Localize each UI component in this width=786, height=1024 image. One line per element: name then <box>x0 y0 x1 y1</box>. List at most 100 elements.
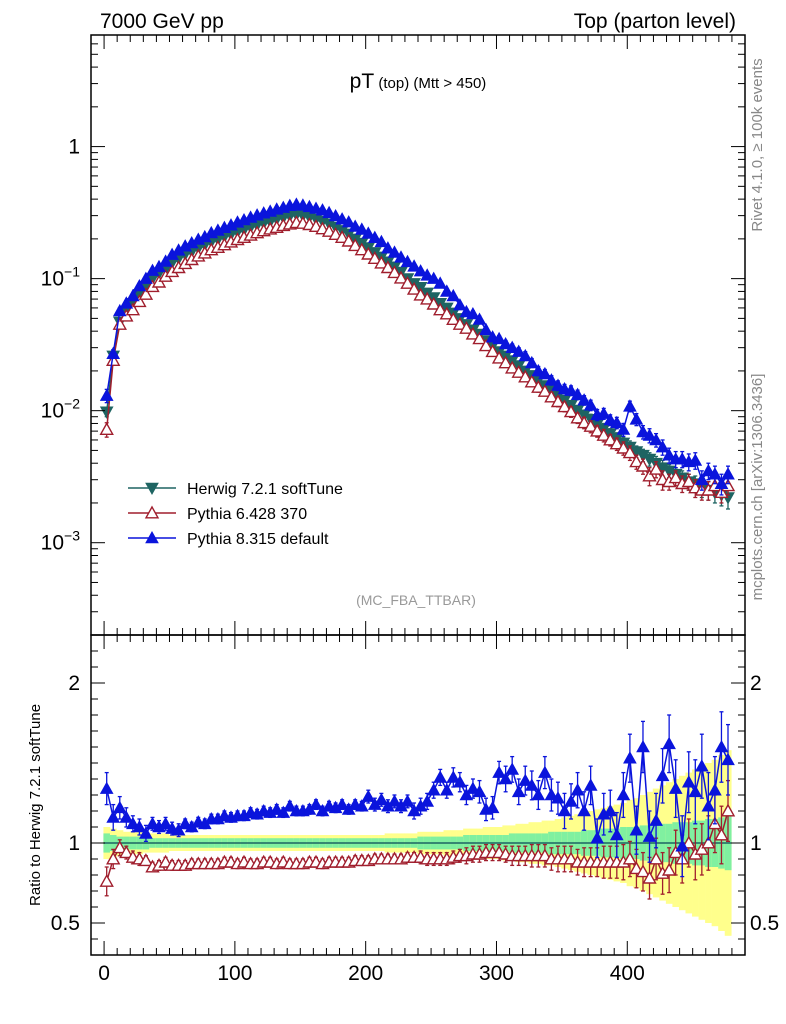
ratio-point <box>439 783 454 796</box>
ratio-point <box>112 840 127 854</box>
x-tick-label: 200 <box>348 962 383 985</box>
main-point <box>603 432 618 446</box>
main-point <box>335 212 349 225</box>
ratio-point <box>531 787 546 801</box>
main-point <box>367 251 382 264</box>
main-point <box>479 322 493 336</box>
ratio-point <box>662 736 676 750</box>
main-point <box>531 363 546 377</box>
ratio-point <box>276 805 291 818</box>
main-point <box>688 453 703 466</box>
ratio-point <box>590 831 605 844</box>
ratio-point <box>400 794 415 807</box>
ratio-point <box>701 799 716 812</box>
legend-marker <box>144 505 160 519</box>
main-point <box>106 346 121 359</box>
ratio-point <box>661 862 677 876</box>
ratio-point <box>505 762 520 775</box>
main-point <box>498 336 513 350</box>
main-point <box>616 440 631 454</box>
main-point <box>106 353 121 366</box>
main-point <box>393 270 409 284</box>
main-point <box>544 389 559 403</box>
main-point <box>334 230 350 244</box>
legend-marker <box>145 530 159 544</box>
x-tick-label: 0 <box>98 962 110 985</box>
main-plot-title-sub: (top) (Mtt > 450) <box>374 75 486 92</box>
main-point <box>413 287 428 301</box>
ratio-point <box>433 770 448 783</box>
ratio-point <box>609 827 624 841</box>
ratio-point <box>655 768 670 782</box>
main-point <box>701 463 716 477</box>
ratio-point <box>426 783 441 796</box>
ratio-point <box>642 870 657 884</box>
main-point <box>570 387 585 400</box>
main-point <box>322 205 336 219</box>
main-point <box>426 271 441 284</box>
ratio-point <box>446 770 461 783</box>
ratio-point <box>649 813 663 826</box>
ratio-point <box>119 845 134 859</box>
main-point <box>531 379 546 393</box>
main-point <box>675 452 690 465</box>
main-point <box>420 291 435 305</box>
ratio-point <box>635 864 651 878</box>
ratio-point <box>498 771 513 785</box>
ratio-point <box>721 752 735 766</box>
main-point <box>139 271 153 284</box>
main-point <box>609 415 624 429</box>
main-point <box>400 254 415 268</box>
main-point <box>119 296 134 309</box>
ratio-point <box>145 816 160 830</box>
ratio-point <box>701 835 716 849</box>
legend: Herwig 7.2.1 softTune Pythia 6.428 370 Pyt… <box>128 481 343 548</box>
main-point <box>583 418 598 432</box>
main-point <box>446 288 461 302</box>
legend-entry-0: Herwig 7.2.1 softTune <box>128 481 343 498</box>
main-point <box>413 264 428 277</box>
header-right: Top (parton level) <box>574 10 736 33</box>
main-point <box>511 344 526 357</box>
main-point <box>112 303 127 317</box>
ratio-point <box>354 799 369 812</box>
ratio-point <box>453 775 467 788</box>
ratio-point <box>668 845 683 859</box>
main-point <box>721 467 735 480</box>
main-point <box>576 415 592 429</box>
main-point <box>635 458 651 472</box>
ratio-series-layer <box>99 711 736 900</box>
ratio-point <box>629 861 644 875</box>
main-point <box>708 467 722 480</box>
ratio-point <box>126 816 140 830</box>
main-point <box>636 424 650 438</box>
ratio-point <box>563 851 579 865</box>
ratio-point <box>564 794 578 807</box>
main-point <box>381 241 395 254</box>
ratio-point <box>99 781 114 794</box>
main-y-tick-label: 10−3 <box>41 528 81 555</box>
ratio-tick-labels: 0.5 0.5 1 1 2 2 0 100 200 300 400 <box>51 672 779 985</box>
main-point <box>649 432 663 446</box>
main-point <box>374 234 389 248</box>
ratio-y-tick-label-right: 2 <box>750 672 762 695</box>
ratio-point <box>139 826 153 839</box>
ratio-point <box>636 739 650 753</box>
main-point <box>99 388 114 401</box>
ratio-point <box>485 800 500 814</box>
main-point <box>472 312 487 325</box>
main-point <box>126 288 140 302</box>
ratio-point <box>688 784 703 798</box>
main-point <box>348 238 363 252</box>
main-point <box>446 312 461 325</box>
main-point <box>609 436 624 450</box>
main-point <box>452 316 468 330</box>
main-point <box>551 378 565 391</box>
ratio-point <box>335 797 349 810</box>
main-point <box>524 374 539 388</box>
main-point <box>420 268 435 281</box>
main-point <box>655 440 670 453</box>
main-point <box>616 422 631 435</box>
main-y-tick-label: 10−1 <box>41 264 81 291</box>
